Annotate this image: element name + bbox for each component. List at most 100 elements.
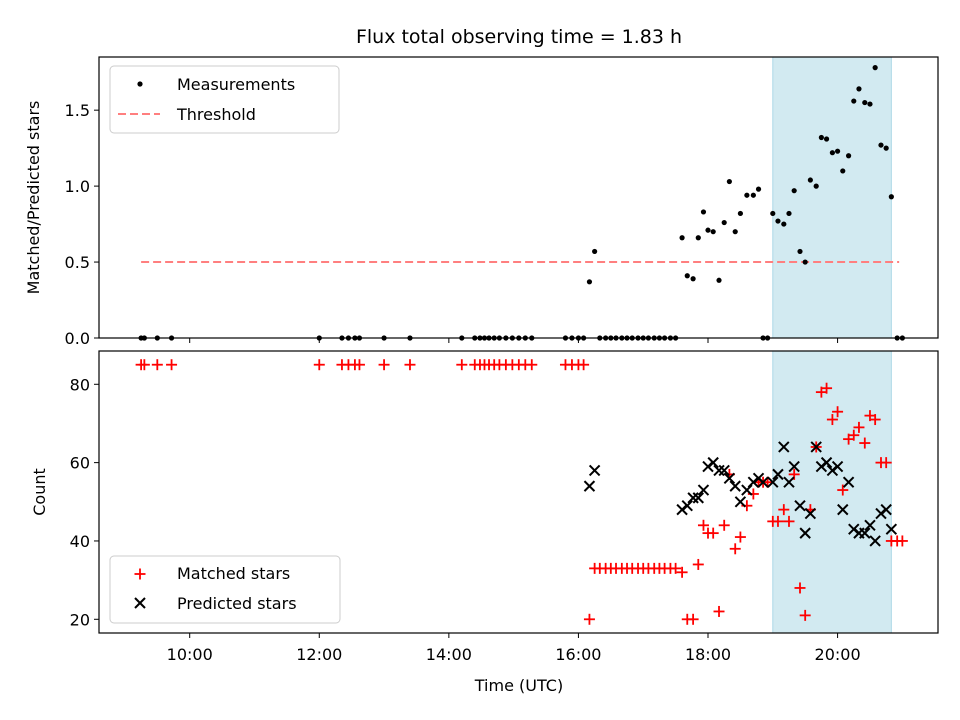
matched-star-point-44 [676, 566, 688, 578]
top-y-axis-label: Matched/Predicted stars [24, 101, 43, 295]
bottom-legend-box [109, 555, 341, 624]
x-tick-label-3: 16:00 [555, 645, 601, 664]
matched-star-point-66 [794, 582, 806, 594]
matched-star-point-54 [729, 543, 741, 555]
measurement-point-76 [851, 98, 857, 104]
legend-measurements-label: Measurements [177, 75, 295, 94]
legend-matched-marker [134, 568, 146, 580]
top-highlight-band [772, 56, 892, 339]
bottom-y-tick-label-3: 80 [70, 375, 90, 394]
measurement-point-66 [797, 248, 803, 255]
measurement-point-80 [872, 65, 878, 71]
x-tick-label-4: 18:00 [685, 645, 731, 664]
predicted-star-point-3 [681, 500, 693, 512]
matched-star-point-2 [151, 359, 163, 371]
measurement-point-77 [856, 86, 862, 92]
matched-star-point-46 [687, 613, 699, 625]
matched-star-point-11 [456, 359, 468, 371]
measurement-point-27 [586, 279, 593, 285]
predicted-star-point-17 [757, 476, 769, 488]
measurement-point-57 [750, 192, 756, 198]
predicted-star-point-31 [837, 503, 849, 516]
predicted-star-point-6 [697, 484, 710, 496]
legend-predicted-marker [134, 597, 146, 609]
x-tick-label-0: 10:00 [167, 645, 213, 664]
measurement-point-68 [807, 177, 813, 183]
predicted-star-point-9 [713, 464, 725, 477]
measurement-point-78 [862, 99, 868, 106]
measurement-point-69 [813, 183, 819, 189]
top-y-tick-label-0: 0.0 [65, 329, 90, 348]
measurement-point-79 [867, 101, 873, 107]
measurement-point-47 [695, 235, 701, 241]
legend-threshold-label: Threshold [176, 105, 256, 124]
matched-star-point-4 [313, 359, 325, 371]
predicted-star-point-18 [767, 476, 779, 488]
measurement-point-53 [726, 178, 732, 185]
matched-star-point-52 [718, 519, 730, 531]
bottom-axes-frame [98, 350, 939, 634]
matched-star-point-76 [848, 429, 860, 441]
predicted-star-point-0 [583, 480, 596, 492]
predicted-star-point-21 [783, 476, 795, 488]
matched-star-point-27 [583, 613, 595, 625]
predicted-star-point-36 [864, 519, 876, 531]
measurement-point-58 [755, 186, 762, 192]
bottom-y-tick-label-2: 60 [70, 454, 90, 473]
matched-star-point-85 [896, 535, 908, 547]
measurement-point-52 [721, 219, 727, 226]
predicted-star-point-12 [729, 480, 741, 492]
measurement-point-70 [818, 134, 824, 141]
measurement-point-67 [802, 259, 808, 265]
measurement-point-54 [732, 229, 738, 235]
matched-star-point-26 [578, 359, 590, 371]
measurement-point-62 [775, 218, 781, 224]
predicted-star-point-24 [799, 527, 811, 539]
matched-star-point-80 [869, 414, 881, 426]
measurement-point-55 [737, 210, 743, 217]
matched-star-point-62 [772, 515, 784, 527]
bottom-y-tick-label-0: 20 [70, 610, 90, 629]
measurement-point-64 [786, 210, 792, 217]
measurement-point-74 [840, 168, 846, 174]
top-axes-frame [98, 56, 939, 339]
predicted-star-point-23 [794, 500, 806, 512]
matched-star-point-43 [670, 562, 682, 574]
predicted-star-point-20 [778, 441, 790, 453]
legend-predicted-label: Predicted stars [177, 594, 297, 613]
bottom-y-tick-label-1: 40 [70, 532, 90, 551]
predicted-star-point-39 [880, 503, 892, 516]
measurement-point-28 [592, 248, 598, 255]
predicted-star-point-35 [859, 527, 871, 539]
predicted-star-point-8 [707, 456, 719, 469]
predicted-star-point-37 [869, 535, 881, 547]
matched-star-point-22 [526, 359, 538, 371]
matched-star-point-1 [138, 359, 150, 371]
measurement-point-81 [878, 142, 884, 148]
measurement-point-56 [744, 192, 750, 198]
bottom-y-axis-label: Count [30, 468, 49, 516]
measurement-point-83 [888, 194, 894, 200]
measurement-point-63 [781, 221, 787, 227]
measurement-point-50 [710, 229, 716, 235]
measurement-point-82 [883, 145, 889, 151]
measurement-point-72 [829, 150, 835, 156]
predicted-star-point-19 [772, 468, 784, 481]
top-y-tick-label-1: 0.5 [65, 253, 90, 272]
measurement-point-44 [679, 235, 685, 241]
x-tick-label-2: 14:00 [426, 645, 472, 664]
matched-star-point-48 [697, 519, 709, 531]
bottom-highlight-band [772, 350, 892, 634]
legend-matched-label: Matched stars [177, 564, 290, 583]
matched-star-point-63 [778, 504, 790, 516]
x-tick-label-1: 12:00 [296, 645, 342, 664]
chart-title: Flux total observing time = 1.83 h [356, 26, 682, 48]
predicted-star-point-30 [831, 460, 844, 473]
matched-star-point-74 [837, 484, 849, 496]
measurement-point-46 [690, 276, 696, 282]
predicted-star-point-40 [885, 523, 898, 535]
measurement-point-71 [823, 136, 830, 142]
measurement-point-65 [791, 188, 797, 194]
matched-star-point-67 [799, 609, 811, 621]
